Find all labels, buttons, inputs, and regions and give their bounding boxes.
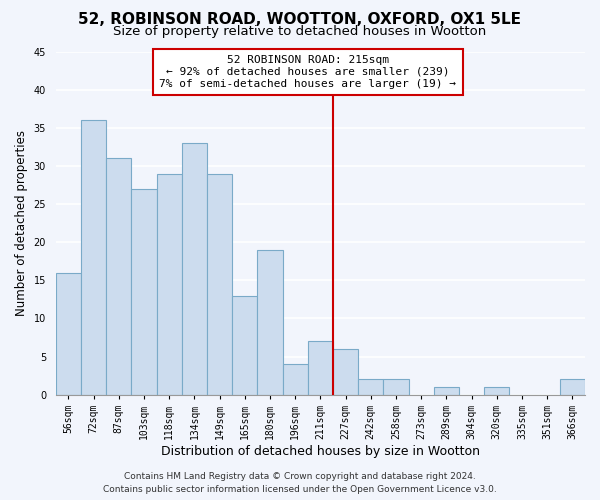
X-axis label: Distribution of detached houses by size in Wootton: Distribution of detached houses by size …: [161, 444, 480, 458]
Bar: [358, 380, 383, 394]
Bar: [131, 189, 157, 394]
Bar: [434, 387, 459, 394]
Text: Contains HM Land Registry data © Crown copyright and database right 2024.
Contai: Contains HM Land Registry data © Crown c…: [103, 472, 497, 494]
Bar: [560, 380, 585, 394]
Bar: [182, 143, 207, 395]
Bar: [383, 380, 409, 394]
Bar: [106, 158, 131, 394]
Bar: [257, 250, 283, 394]
Bar: [207, 174, 232, 394]
Text: Size of property relative to detached houses in Wootton: Size of property relative to detached ho…: [113, 25, 487, 38]
Y-axis label: Number of detached properties: Number of detached properties: [15, 130, 28, 316]
Text: 52 ROBINSON ROAD: 215sqm
← 92% of detached houses are smaller (239)
7% of semi-d: 52 ROBINSON ROAD: 215sqm ← 92% of detach…: [159, 56, 456, 88]
Bar: [157, 174, 182, 394]
Bar: [81, 120, 106, 394]
Bar: [283, 364, 308, 394]
Text: 52, ROBINSON ROAD, WOOTTON, OXFORD, OX1 5LE: 52, ROBINSON ROAD, WOOTTON, OXFORD, OX1 …: [79, 12, 521, 28]
Bar: [484, 387, 509, 394]
Bar: [232, 296, 257, 394]
Bar: [333, 349, 358, 395]
Bar: [56, 272, 81, 394]
Bar: [308, 342, 333, 394]
